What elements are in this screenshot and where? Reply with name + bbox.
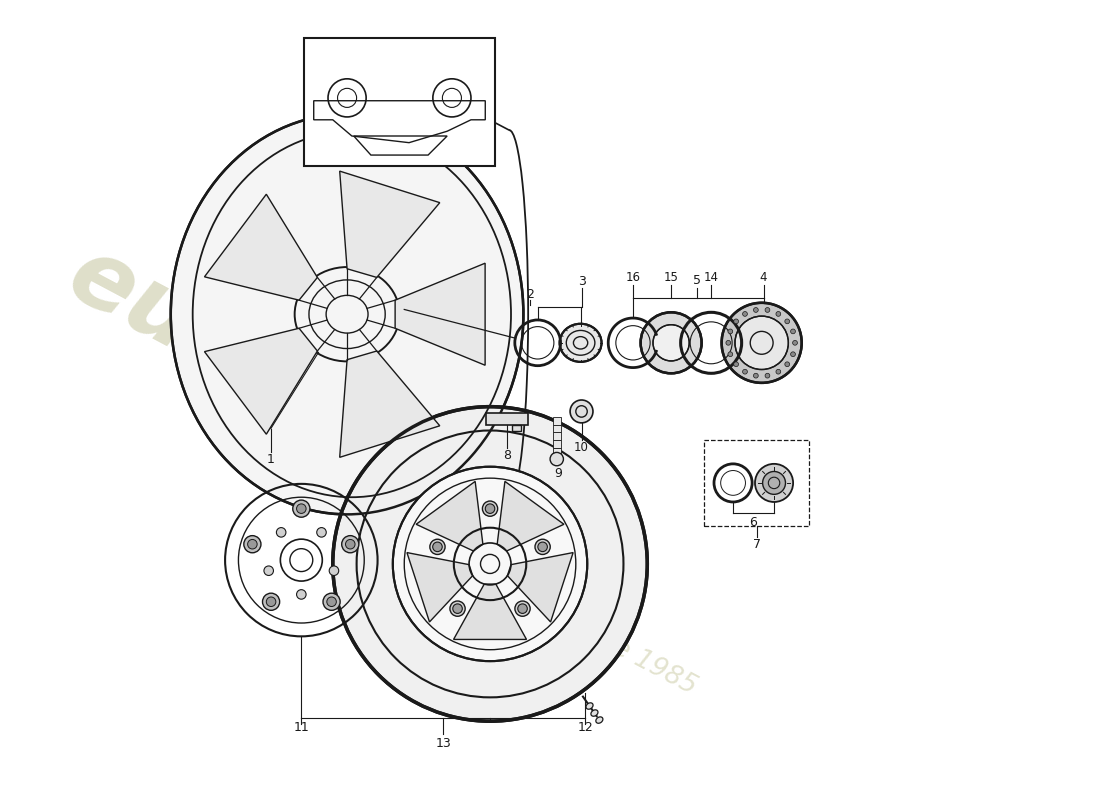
Circle shape (450, 601, 465, 616)
Polygon shape (395, 263, 485, 366)
Bar (486, 414, 528, 425)
Ellipse shape (596, 717, 603, 723)
Bar (553, 417, 561, 425)
Circle shape (766, 374, 770, 378)
Circle shape (453, 604, 462, 614)
Circle shape (728, 352, 733, 357)
Polygon shape (416, 482, 483, 551)
Circle shape (722, 302, 802, 383)
Text: 9: 9 (553, 467, 562, 480)
Text: 12: 12 (578, 722, 593, 734)
Text: 11: 11 (294, 722, 309, 734)
Circle shape (793, 341, 798, 345)
Polygon shape (407, 553, 473, 622)
Text: 2: 2 (526, 288, 534, 301)
Circle shape (570, 400, 593, 423)
Text: 8: 8 (503, 449, 512, 462)
Circle shape (515, 601, 530, 616)
Circle shape (327, 597, 337, 606)
Circle shape (754, 374, 758, 378)
Text: eurospares: eurospares (52, 229, 623, 590)
Circle shape (276, 527, 286, 537)
Circle shape (263, 593, 279, 610)
Circle shape (784, 362, 790, 366)
Circle shape (776, 370, 781, 374)
Circle shape (784, 319, 790, 324)
Circle shape (483, 501, 497, 516)
Text: a passion for parts since 1985: a passion for parts since 1985 (337, 490, 701, 700)
Text: 1: 1 (267, 453, 275, 466)
Circle shape (432, 542, 442, 552)
Text: 7: 7 (752, 538, 761, 551)
Circle shape (766, 307, 770, 312)
Ellipse shape (586, 703, 593, 710)
Circle shape (485, 504, 495, 514)
Circle shape (754, 307, 758, 312)
Circle shape (266, 597, 276, 606)
Bar (553, 425, 561, 433)
Text: 16: 16 (626, 270, 640, 283)
Circle shape (248, 539, 257, 549)
Circle shape (726, 341, 730, 345)
Text: 15: 15 (663, 270, 679, 283)
Circle shape (393, 466, 587, 661)
Text: 3: 3 (579, 275, 586, 288)
Bar (704, 440, 810, 526)
Circle shape (244, 536, 261, 553)
Circle shape (776, 311, 781, 316)
Circle shape (640, 312, 702, 374)
Polygon shape (497, 482, 564, 551)
Text: 5: 5 (693, 274, 701, 287)
Circle shape (653, 325, 690, 361)
Circle shape (791, 329, 795, 334)
Polygon shape (453, 584, 527, 639)
Circle shape (550, 453, 563, 466)
Circle shape (297, 590, 306, 599)
Text: 13: 13 (436, 737, 451, 750)
Polygon shape (340, 171, 440, 278)
Ellipse shape (591, 710, 598, 716)
Bar (512, 425, 521, 431)
Circle shape (742, 370, 747, 374)
Ellipse shape (170, 114, 524, 514)
Circle shape (293, 500, 310, 518)
Circle shape (762, 471, 785, 494)
Circle shape (518, 604, 527, 614)
Circle shape (329, 566, 339, 575)
Ellipse shape (560, 324, 602, 362)
Circle shape (297, 504, 306, 514)
Circle shape (264, 566, 274, 575)
Bar (553, 433, 561, 440)
Circle shape (791, 352, 795, 357)
Bar (305, 38, 495, 166)
Circle shape (317, 527, 327, 537)
Circle shape (742, 311, 747, 316)
Text: 6: 6 (749, 517, 757, 530)
Circle shape (342, 536, 359, 553)
Circle shape (345, 539, 355, 549)
Polygon shape (340, 351, 440, 458)
Circle shape (538, 542, 548, 552)
Bar (553, 440, 561, 448)
Polygon shape (507, 553, 573, 622)
Circle shape (734, 319, 738, 324)
Text: 14: 14 (704, 270, 718, 283)
Circle shape (728, 329, 733, 334)
Circle shape (735, 316, 789, 370)
Circle shape (535, 539, 550, 554)
Text: 4: 4 (760, 270, 768, 283)
Circle shape (333, 406, 647, 721)
Bar (553, 448, 561, 455)
Circle shape (430, 539, 446, 554)
Circle shape (755, 464, 793, 502)
Text: 10: 10 (574, 441, 589, 454)
Polygon shape (205, 328, 318, 434)
Circle shape (734, 362, 738, 366)
Circle shape (323, 593, 340, 610)
Polygon shape (205, 194, 318, 300)
